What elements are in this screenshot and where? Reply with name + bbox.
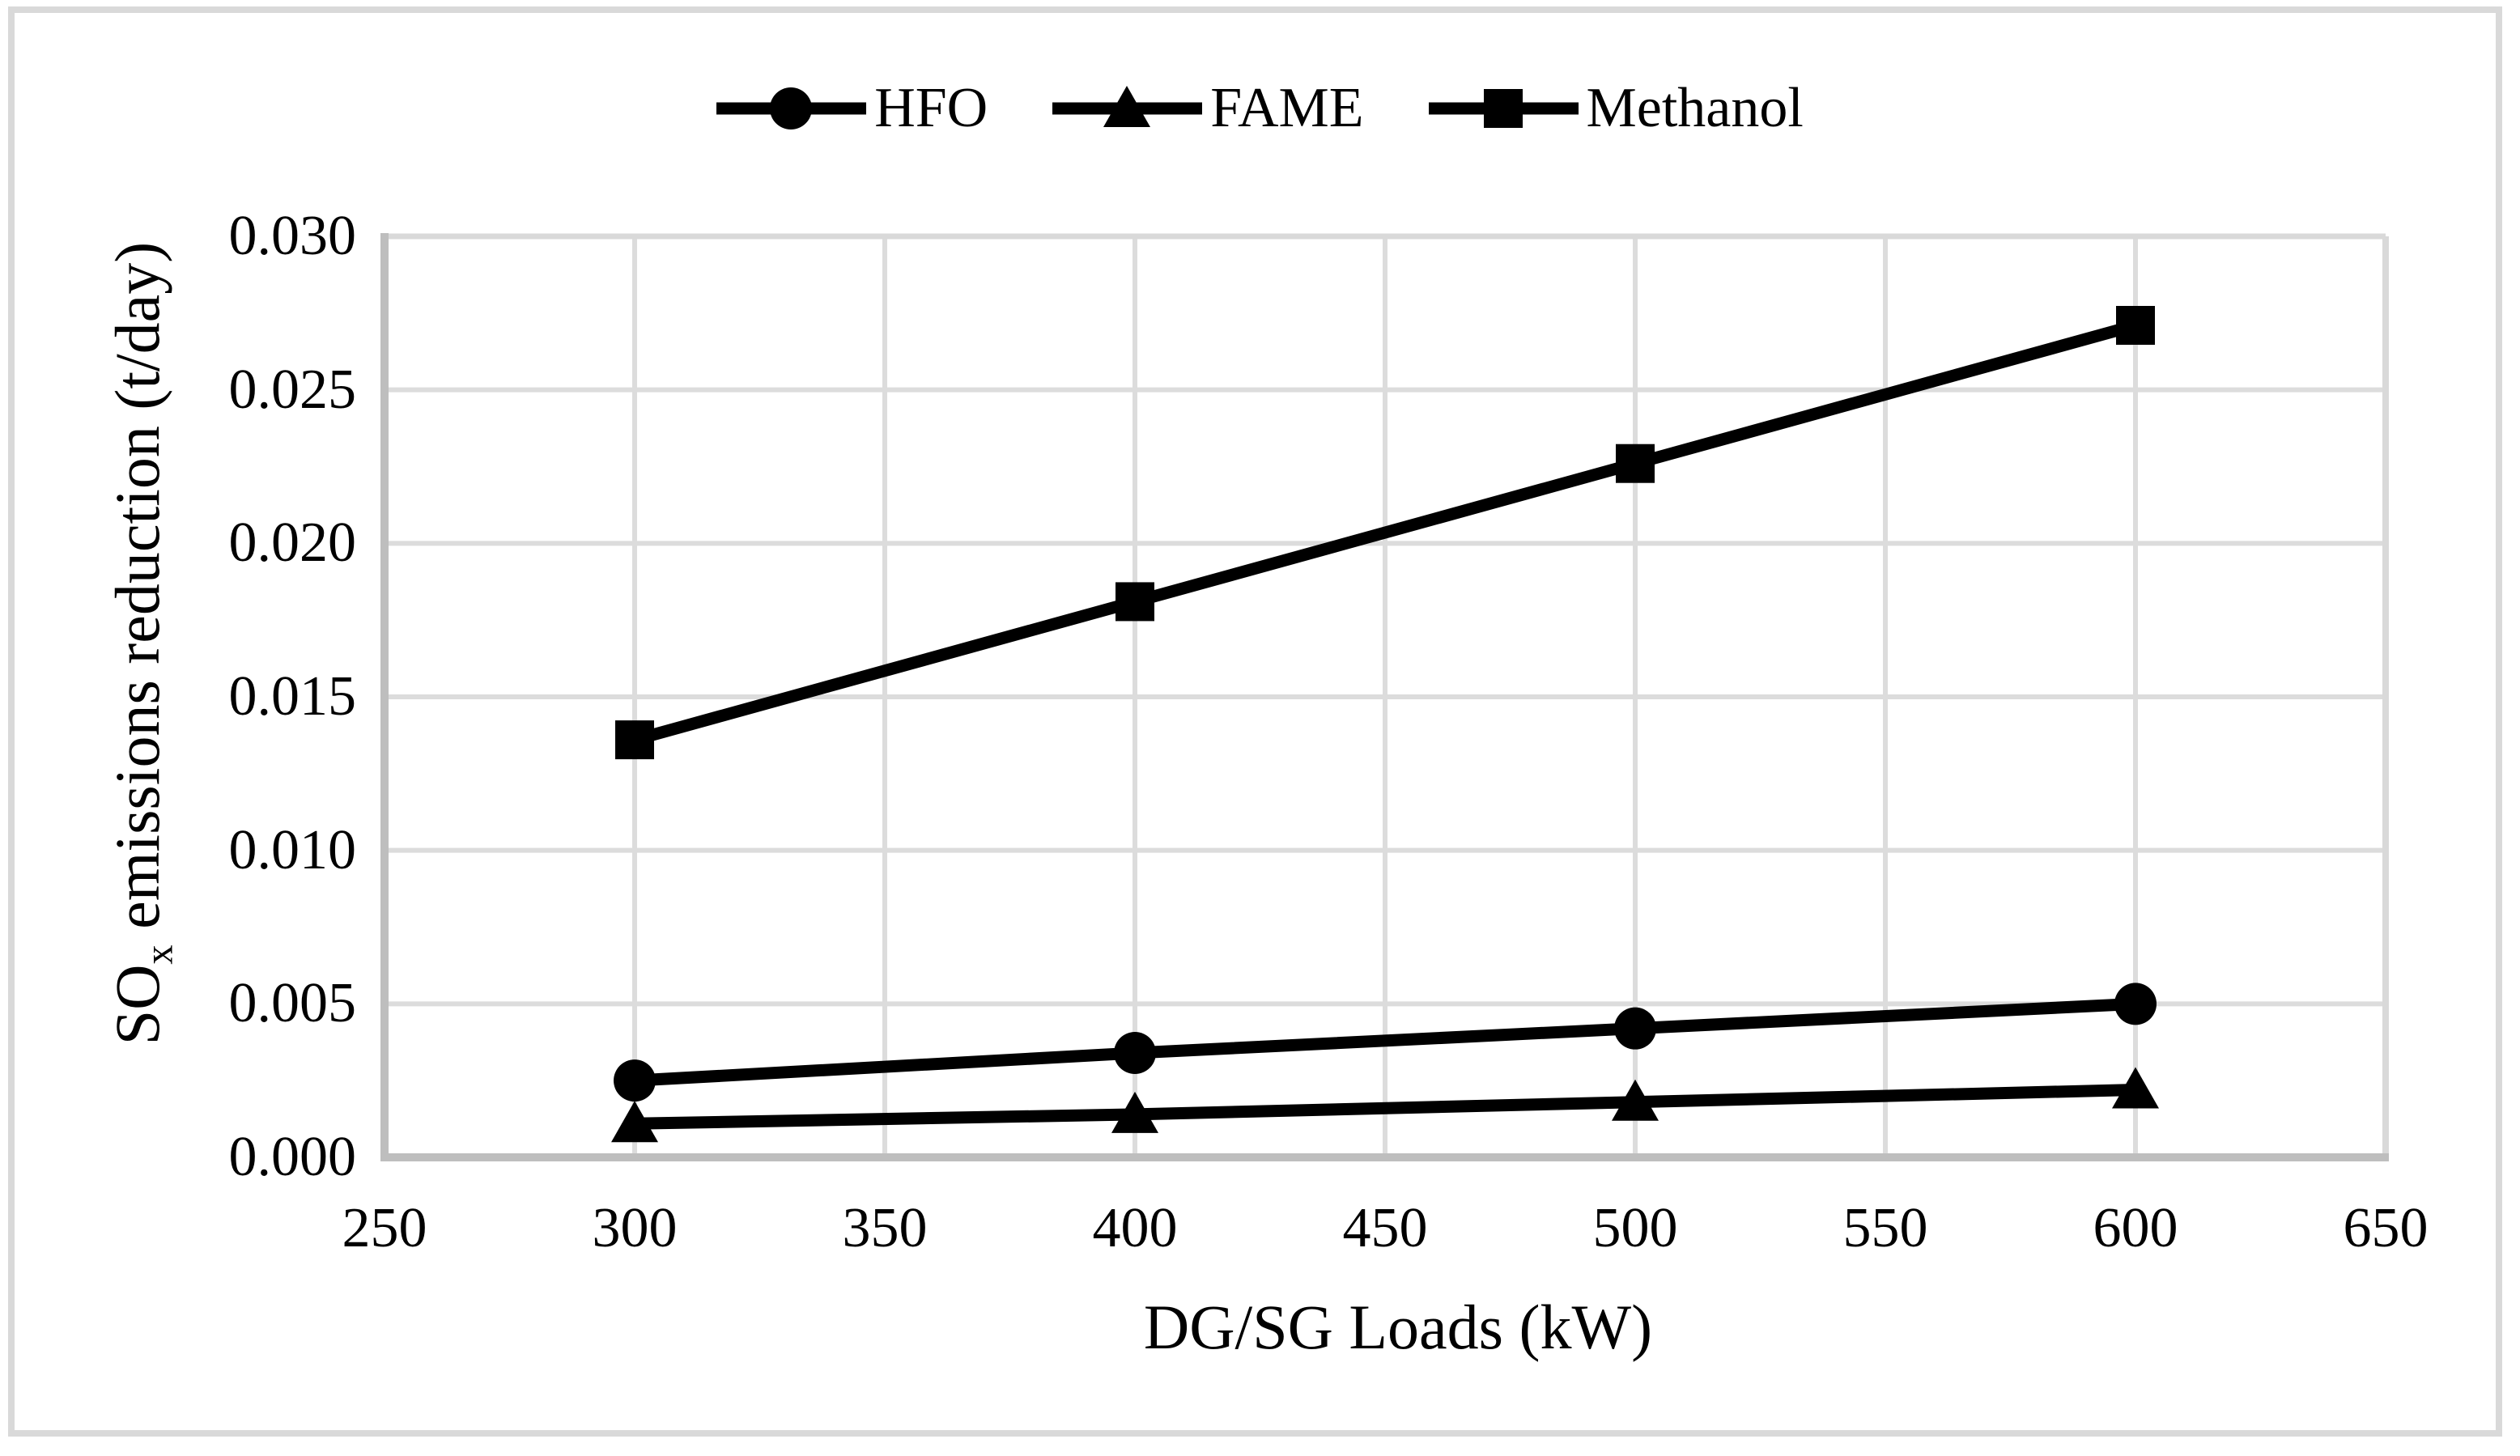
chart-legend: HFO FAME Methanol xyxy=(0,79,2520,138)
legend-item-hfo: HFO xyxy=(716,79,988,138)
legend-item-fame: FAME xyxy=(1052,77,1364,139)
y-axis-title-subscript: x xyxy=(138,944,181,965)
circle-marker xyxy=(1114,1032,1156,1075)
triangle-marker xyxy=(2112,1067,2159,1109)
triangle-marker xyxy=(1111,1091,1158,1133)
x-tick-label: 650 xyxy=(2343,1197,2429,1259)
x-tick-label: 450 xyxy=(1342,1197,1428,1259)
y-tick-label: 0.010 xyxy=(228,818,357,881)
x-tick-label: 550 xyxy=(1842,1197,1928,1259)
series-methanol xyxy=(615,306,2155,760)
square-marker xyxy=(2116,306,2155,346)
triangle-marker xyxy=(611,1101,658,1143)
series-line xyxy=(634,1084,2136,1130)
y-tick-label: 0.015 xyxy=(228,665,357,728)
x-tick-label: 400 xyxy=(1092,1197,1178,1259)
legend-item-methanol: Methanol xyxy=(1428,77,1804,139)
circle-marker xyxy=(770,87,813,129)
legend-label: FAME xyxy=(1210,77,1364,139)
y-tick-label: 0.005 xyxy=(228,972,357,1035)
triangle-legend-glyph xyxy=(1052,86,1203,127)
x-axis-title: DG/SG Loads (kW) xyxy=(1143,1292,1653,1362)
y-tick-label: 0.020 xyxy=(228,512,357,575)
y-tick-label: 0.030 xyxy=(228,205,357,267)
triangle-marker xyxy=(1612,1079,1659,1121)
circle-marker xyxy=(1614,1007,1656,1050)
x-tick-label: 500 xyxy=(1592,1197,1678,1259)
series-line xyxy=(634,997,2136,1087)
legend-label: Methanol xyxy=(1586,77,1804,139)
x-tick-label: 600 xyxy=(2093,1197,2178,1259)
square-legend-glyph xyxy=(1428,89,1579,128)
square-marker xyxy=(1116,582,1154,622)
x-tick-label: 250 xyxy=(342,1197,427,1259)
series-fame xyxy=(611,1067,2159,1143)
series-line xyxy=(633,319,2137,746)
circle-marker xyxy=(2114,983,2157,1025)
series-hfo xyxy=(614,983,2157,1102)
circle-marker xyxy=(614,1059,656,1102)
circle-legend-glyph xyxy=(716,87,867,129)
square-marker xyxy=(615,720,654,760)
x-tick-label: 300 xyxy=(592,1197,678,1259)
x-tick-label: 350 xyxy=(842,1197,928,1259)
triangle-marker xyxy=(1103,86,1151,127)
y-tick-label: 0.025 xyxy=(228,358,357,421)
y-tick-label: 0.000 xyxy=(228,1126,357,1188)
square-marker xyxy=(1616,444,1655,483)
legend-label: HFO xyxy=(874,77,988,139)
gridlines xyxy=(382,234,2388,1160)
square-marker xyxy=(1483,89,1523,128)
